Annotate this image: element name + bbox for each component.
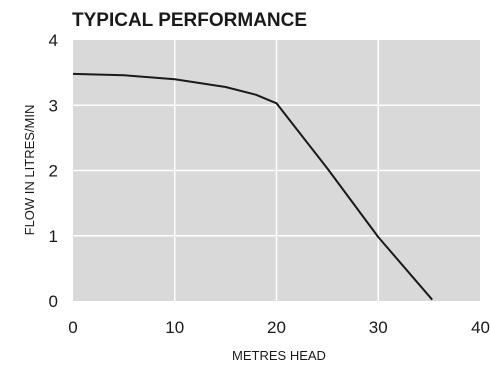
- chart-title: TYPICAL PERFORMANCE: [72, 10, 307, 31]
- y-axis-label: FLOW IN LITRES/MIN: [22, 105, 37, 236]
- x-tick-label-4: 40: [471, 318, 490, 337]
- y-tick-label-2: 2: [49, 162, 58, 181]
- x-tick-label-3: 30: [369, 318, 388, 337]
- y-tick-label-4: 4: [49, 31, 58, 50]
- x-tick-label-1: 10: [165, 318, 184, 337]
- x-tick-label-2: 20: [267, 318, 286, 337]
- x-tick-label-0: 0: [68, 318, 77, 337]
- y-tick-labels: 0 1 2 3 4: [49, 31, 58, 311]
- y-tick-label-1: 1: [49, 227, 58, 246]
- x-tick-labels: 0 10 20 30 40: [68, 318, 490, 337]
- y-tick-label-3: 3: [49, 96, 58, 115]
- y-tick-label-0: 0: [49, 292, 58, 311]
- x-axis-label: METRES HEAD: [232, 348, 326, 363]
